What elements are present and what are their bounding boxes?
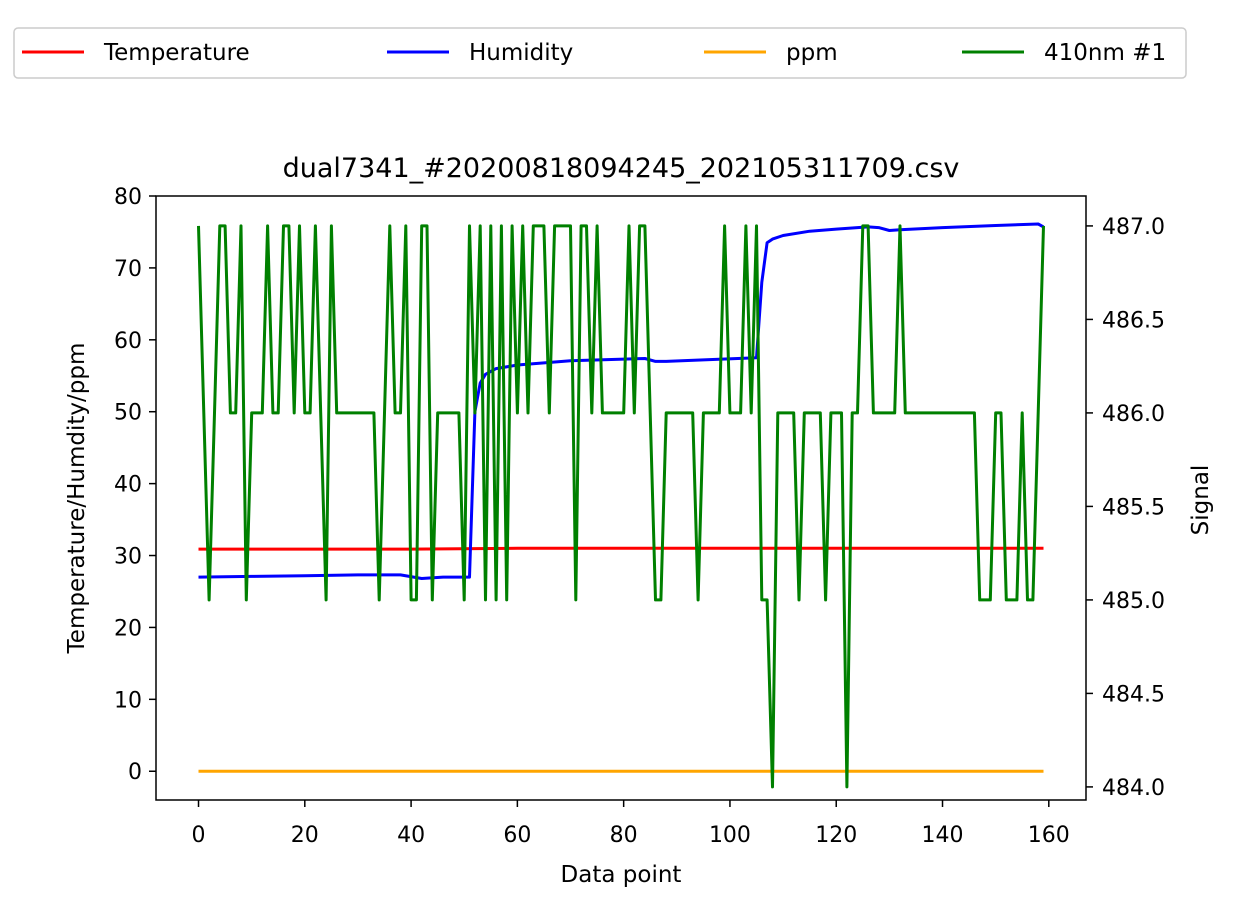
y-tick-label: 20	[114, 616, 142, 641]
x-tick-label: 40	[397, 823, 425, 848]
x-axis-label: Data point	[561, 862, 682, 888]
y2-tick-label: 485.5	[1102, 495, 1165, 520]
x-tick-label: 20	[291, 823, 319, 848]
legend-label-temperature: Temperature	[103, 40, 250, 66]
y-tick-label: 0	[128, 760, 142, 785]
y-tick-label: 40	[114, 473, 142, 498]
y-tick-label: 30	[114, 545, 142, 570]
plot-area	[197, 222, 1045, 789]
x-tick-label: 120	[815, 823, 857, 848]
x-axis: 0 20 40 60 80 100 120 140 160	[192, 800, 1070, 848]
x-tick-label: 160	[1028, 823, 1070, 848]
legend-label-ppm: ppm	[786, 40, 838, 66]
y2-tick-label: 484.5	[1102, 682, 1165, 707]
y2-tick-label: 486.0	[1102, 402, 1165, 427]
x-tick-label: 100	[709, 823, 751, 848]
legend: Temperature Humidity ppm 410nm #1	[13, 27, 1187, 79]
y-axis-label: Temperature/Humdity/ppm	[64, 343, 90, 655]
y2-tick-label: 485.0	[1102, 589, 1165, 614]
x-tick-label: 80	[610, 823, 638, 848]
y-tick-label: 80	[114, 185, 142, 210]
chart-title: dual7341_#20200818094245_202105311709.cs…	[283, 153, 960, 184]
y2-tick-label: 484.0	[1102, 776, 1165, 801]
x-tick-label: 140	[922, 823, 964, 848]
y2-axis-label: Signal	[1188, 465, 1214, 536]
y2-tick-label: 486.5	[1102, 308, 1165, 333]
y-axis-right: 484.0 484.5 485.0 485.5 486.0 486.5 487.0	[1086, 215, 1165, 801]
y-axis-left: 0 10 20 30 40 50 60 70 80	[114, 185, 156, 785]
legend-label-410nm-1: 410nm #1	[1044, 40, 1166, 66]
legend-frame	[13, 27, 1187, 79]
plot-frame	[155, 195, 1087, 801]
series-line-temperature	[198, 546, 1044, 551]
y-tick-label: 60	[114, 329, 142, 354]
y-tick-label: 50	[114, 401, 142, 426]
y-tick-label: 70	[114, 257, 142, 282]
legend-label-humidity: Humidity	[469, 40, 573, 66]
y-tick-label: 10	[114, 688, 142, 713]
y2-tick-label: 487.0	[1102, 215, 1165, 240]
x-tick-label: 60	[503, 823, 531, 848]
x-tick-label: 0	[192, 823, 206, 848]
series-line-humidity	[198, 222, 1045, 580]
series-line-410nm-1	[197, 224, 1045, 789]
